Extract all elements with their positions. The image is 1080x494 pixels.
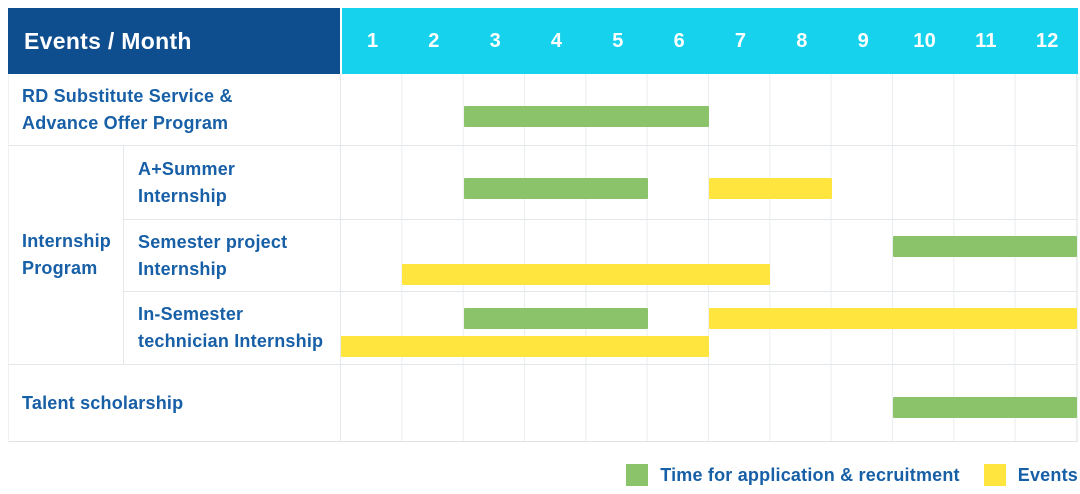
- legend: Time for application & recruitment Events: [626, 464, 1078, 486]
- table-row: Talent scholarship: [9, 364, 1077, 441]
- row-label: Talent scholarship: [9, 365, 341, 441]
- table-row: A+Summer Internship: [124, 146, 1077, 219]
- label-line: Semester project: [138, 231, 288, 252]
- group-label: Internship Program: [9, 146, 124, 364]
- month-header-cell: 10: [913, 29, 937, 52]
- gantt-bar-green: [463, 178, 648, 199]
- month-header-cell: 3: [489, 29, 502, 52]
- gantt-bar-green: [893, 236, 1077, 257]
- month-header-cell: 4: [550, 29, 563, 52]
- gantt-bar-yellow: [402, 264, 771, 285]
- month-header-cell: 8: [796, 29, 808, 52]
- row-label: Semester project Internship: [124, 220, 341, 291]
- table-row: Semester project Internship: [124, 219, 1077, 291]
- label-line: Internship: [22, 231, 112, 251]
- table-header-row: Events / Month 1 2 3 4 5 6 7 8 9 10 11 12: [8, 8, 1078, 74]
- chart-row: [341, 74, 1077, 145]
- month-header-cell: 11: [975, 29, 997, 52]
- month-header-cell: 5: [612, 29, 624, 52]
- row-label: A+Summer Internship: [124, 146, 341, 219]
- label-line: Advance Offer Program: [22, 112, 229, 133]
- label-line: Internship: [138, 258, 228, 279]
- chart-row: [341, 220, 1077, 291]
- month-header-cell: 12: [1035, 29, 1059, 52]
- month-header-cell: 6: [673, 29, 686, 52]
- row-group-internship-program: Internship Program A+Summer Internship Semes…: [9, 145, 1077, 364]
- label-line: technician Internship: [138, 331, 324, 351]
- month-header-cell: 9: [857, 29, 869, 52]
- events-schedule-table: Events / Month 1 2 3 4 5 6 7 8 9 10 11 12 RD Substi…: [8, 8, 1078, 442]
- label-line: Talent scholarship: [22, 392, 184, 413]
- gantt-bar-yellow: [709, 178, 832, 199]
- month-header-cell: 1: [366, 29, 379, 52]
- month-header-cell: 2: [428, 29, 440, 52]
- gantt-bar-yellow: [341, 336, 709, 357]
- chart-row: [341, 146, 1077, 219]
- label-line: Internship: [138, 185, 228, 206]
- group-rows: A+Summer Internship Semester project Intern…: [124, 146, 1077, 364]
- events-month-header: Events / Month: [8, 8, 340, 74]
- label-line: In-Semester: [138, 304, 244, 324]
- legend-item: Time for application & recruitment: [626, 464, 960, 486]
- gantt-bar-green: [463, 308, 648, 329]
- gantt-bar-yellow: [709, 308, 1077, 329]
- legend-label: Time for application & recruitment: [660, 464, 960, 485]
- legend-label: Events: [1017, 464, 1078, 485]
- label-line: Program: [22, 258, 98, 278]
- chart-row: [341, 365, 1077, 441]
- month-header-cell: 7: [734, 29, 747, 52]
- row-label: In-Semester technician Internship: [124, 292, 341, 364]
- chart-row: [341, 292, 1077, 364]
- table-row: In-Semester technician Internship: [124, 291, 1077, 364]
- legend-swatch-yellow: [983, 464, 1006, 486]
- month-header-row: 1 2 3 4 5 6 7 8 9 10 11 12: [342, 8, 1078, 74]
- table-body: RD Substitute Service & Advance Offer Pro…: [8, 74, 1078, 442]
- label-line: A+Summer: [138, 158, 236, 179]
- label-line: RD Substitute Service &: [22, 85, 233, 106]
- row-label: RD Substitute Service & Advance Offer Pro…: [9, 74, 341, 145]
- gantt-bar-green: [893, 397, 1077, 418]
- table-row: RD Substitute Service & Advance Offer Pro…: [9, 74, 1077, 145]
- legend-swatch-green: [626, 464, 649, 486]
- legend-item: Events: [983, 464, 1078, 486]
- gantt-bar-green: [463, 106, 709, 127]
